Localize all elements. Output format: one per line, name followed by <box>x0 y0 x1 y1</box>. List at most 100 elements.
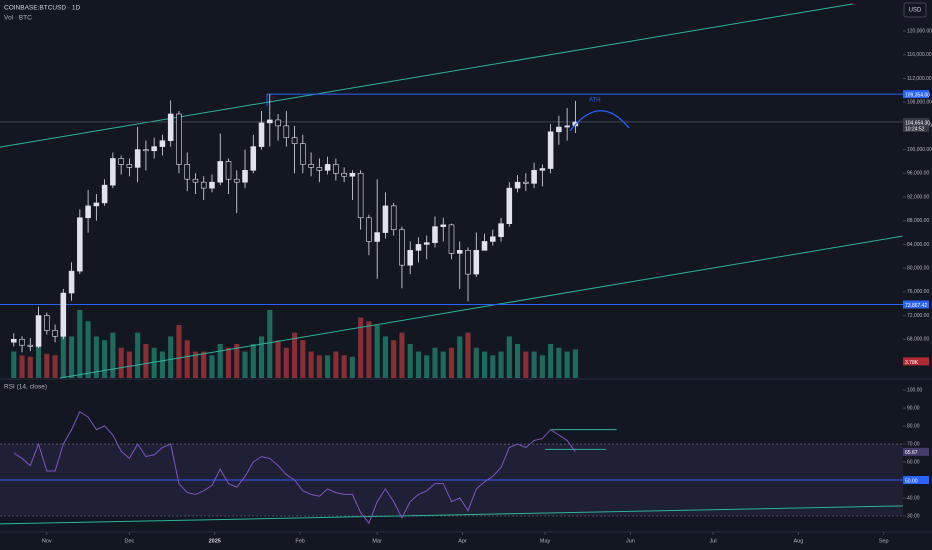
candle-body <box>506 187 513 224</box>
rsi-tick-label: 60.00 <box>907 459 920 465</box>
volume-bar <box>85 321 91 378</box>
volume-bar <box>498 351 504 378</box>
rsi-tick-label: 80.00 <box>907 423 920 429</box>
volume-bar <box>201 351 207 378</box>
trendline <box>0 3 853 148</box>
candle-body <box>324 164 331 171</box>
volume-bar <box>341 355 347 378</box>
candle-body <box>52 330 58 337</box>
candle-body <box>68 270 75 294</box>
volume-bar <box>448 347 455 378</box>
candle-body <box>440 224 447 227</box>
candle-body <box>233 178 240 183</box>
volume-bar <box>539 355 545 378</box>
plot <box>0 3 932 525</box>
candle-body <box>35 315 42 347</box>
y-tick-label: 68,000.00 <box>907 337 929 343</box>
volume-bar <box>151 347 157 378</box>
candle-body <box>547 131 554 169</box>
candle-body <box>283 125 290 139</box>
trendline <box>59 235 903 379</box>
y-tick-label: 84,000.00 <box>907 242 929 248</box>
candle-body <box>143 149 149 152</box>
candle-body <box>300 143 306 165</box>
candle-body <box>275 119 281 127</box>
candle-body <box>456 250 463 254</box>
candle-body <box>432 226 438 243</box>
candle-body <box>523 181 529 184</box>
candle-body <box>77 217 83 272</box>
volume-bar <box>548 343 554 378</box>
volume-bar <box>159 351 165 378</box>
candle-body <box>200 181 207 189</box>
volume-bar <box>225 347 232 378</box>
candle-body <box>390 205 397 230</box>
volume-bar <box>391 340 397 378</box>
x-tick-label: Jun <box>626 538 635 544</box>
volume-bar <box>217 343 223 378</box>
candle-body <box>498 223 504 238</box>
volume-bar <box>432 347 438 378</box>
volume-bar <box>118 347 124 378</box>
candle-body <box>267 119 273 124</box>
volume-title: Vol · BTC <box>4 15 32 22</box>
candle-body <box>19 338 25 346</box>
volume-bar <box>572 349 578 378</box>
volume-bar <box>126 351 132 378</box>
last-price-label: 10:24:52 <box>905 126 925 132</box>
candle-body <box>167 113 174 141</box>
candle-body <box>448 224 455 254</box>
volume-bar <box>531 351 537 378</box>
rsi-tick-label: 90.00 <box>907 405 920 411</box>
volume-bar <box>325 355 331 378</box>
ath-label: 109,354.00 <box>905 92 930 98</box>
candle-body <box>250 146 257 171</box>
volume-bar <box>382 336 388 378</box>
candle-body <box>27 344 34 347</box>
rsi-tick-label: 100.00 <box>907 387 923 393</box>
currency[interactable]: USD <box>909 8 922 14</box>
volume-bar <box>523 351 529 378</box>
volume-bar <box>358 317 364 378</box>
candle-body <box>184 164 190 180</box>
candle-body <box>564 125 570 128</box>
rsi-title: RSI (14, close) <box>4 384 47 391</box>
ath-label: ATH <box>589 98 601 104</box>
volume-bar <box>515 343 521 378</box>
currency-box[interactable] <box>903 2 927 18</box>
candle-body <box>481 241 488 251</box>
rsi-mid-badge <box>903 476 929 485</box>
volume-bar <box>333 351 339 378</box>
y-tick-label: 120,000.00 <box>907 28 932 34</box>
volume-bar <box>366 321 372 378</box>
volume-bar <box>44 353 50 378</box>
candle-body <box>93 202 100 207</box>
candle-body <box>539 168 546 171</box>
candle-body <box>333 164 339 174</box>
volume-bar <box>60 328 66 378</box>
volume-bar <box>209 355 215 378</box>
volume-bar <box>52 355 58 378</box>
candle-body <box>366 217 372 242</box>
volume-bar <box>283 347 289 378</box>
volume-bar <box>19 355 25 378</box>
candle-body <box>341 172 347 177</box>
candle-body <box>357 172 364 219</box>
volume-bar <box>11 351 17 378</box>
rsi-last-badge <box>903 447 929 456</box>
x-tick-label: Aug <box>793 538 803 544</box>
candle-body <box>465 250 471 275</box>
candle-body <box>308 164 314 168</box>
y-tick-label: 112,000.00 <box>907 76 932 82</box>
candle-body <box>349 172 356 177</box>
candle-body <box>490 236 496 242</box>
volume-bar <box>242 351 248 378</box>
volume-bar <box>465 332 471 378</box>
candle-body <box>291 137 298 144</box>
volume-bar <box>93 336 99 378</box>
candle-body <box>374 232 380 242</box>
candle-body <box>473 250 480 275</box>
volume-bar <box>473 347 479 378</box>
volume-bar <box>407 343 413 378</box>
